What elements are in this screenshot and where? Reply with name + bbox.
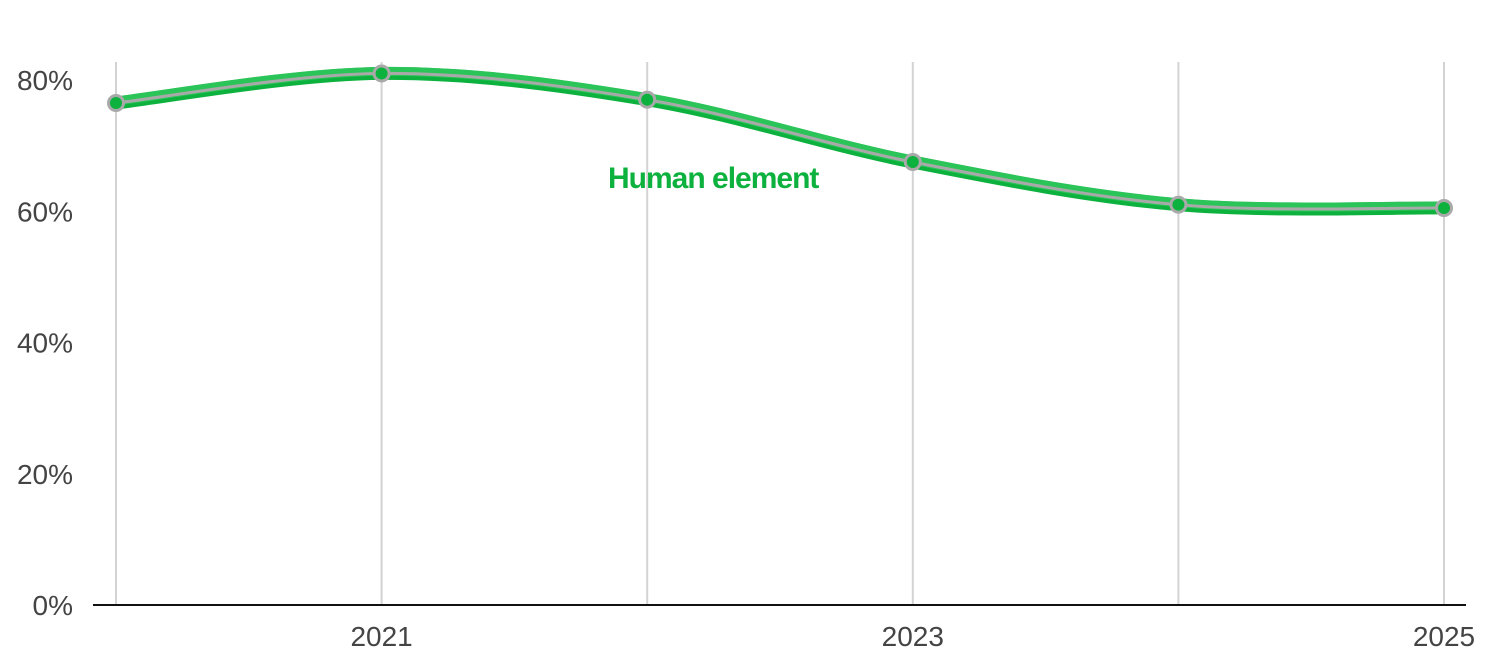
data-point [903, 153, 922, 172]
data-point [1169, 195, 1188, 214]
data-point [638, 90, 657, 109]
y-tick-label: 40% [17, 328, 73, 359]
labels: Human element [608, 162, 820, 195]
grid-lines [115, 62, 1445, 605]
series-group [107, 64, 1453, 217]
series-band-highlight [115, 66, 1445, 212]
data-point [107, 93, 125, 112]
data-point [372, 64, 391, 83]
y-tick-label: 20% [17, 459, 73, 490]
x-tick-label: 2021 [350, 621, 412, 652]
y-tick-label: 60% [17, 196, 73, 227]
series-label: Human element [608, 162, 819, 195]
axes: 0% 20% 40% 60% 80% 2021 2023 2025 [17, 65, 1475, 652]
x-tick-label: 2023 [882, 621, 944, 652]
y-tick-label: 0% [33, 590, 73, 621]
data-point [1435, 198, 1453, 217]
x-tick-label: 2025 [1413, 621, 1475, 652]
y-tick-label: 80% [17, 65, 73, 96]
series-line [114, 71, 1446, 211]
